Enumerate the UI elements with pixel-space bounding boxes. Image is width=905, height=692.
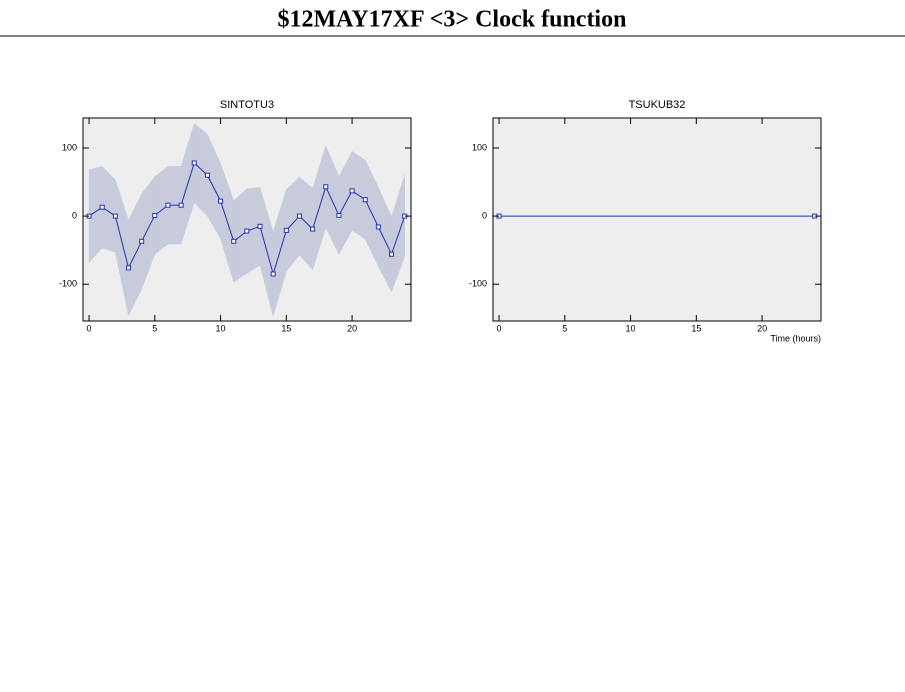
x-tick-label: 5	[562, 323, 567, 333]
point-marker	[283, 227, 289, 233]
point-marker	[165, 202, 171, 208]
x-tick-label: 5	[152, 323, 157, 333]
point-marker	[349, 188, 355, 194]
point-marker	[152, 212, 158, 218]
x-tick-label: 0	[87, 323, 92, 333]
point-marker	[191, 160, 197, 166]
point-marker	[362, 197, 368, 203]
point-marker	[178, 202, 184, 208]
point-marker	[244, 228, 250, 234]
point-marker	[126, 265, 132, 271]
point-marker	[257, 223, 263, 229]
y-tick-label: -100	[59, 279, 77, 289]
point-marker	[231, 238, 237, 244]
error-band	[286, 176, 300, 272]
y-tick-label: 100	[472, 142, 487, 152]
point-marker	[270, 271, 276, 277]
subplot-title: TSUKUB32	[629, 99, 686, 111]
x-tick-label: 15	[281, 323, 291, 333]
point-marker	[112, 213, 118, 219]
error-band	[299, 176, 313, 271]
point-marker	[218, 198, 224, 204]
x-tick-label: 20	[757, 323, 767, 333]
x-axis-label: Time (hours)	[770, 333, 821, 343]
page-title: $12MAY17XF <3> Clock function	[278, 7, 627, 33]
y-tick-label: 0	[482, 210, 487, 220]
x-tick-label: 20	[347, 323, 357, 333]
x-tick-label: 0	[497, 323, 502, 333]
x-tick-label: 10	[626, 323, 636, 333]
point-marker	[139, 238, 145, 244]
point-marker	[375, 224, 381, 230]
y-tick-label: 0	[72, 210, 77, 220]
y-tick-label: -100	[469, 279, 487, 289]
plot-area	[493, 118, 821, 321]
point-marker	[99, 204, 105, 210]
error-band	[233, 188, 248, 283]
x-tick-label: 10	[216, 323, 226, 333]
subplot-title: SINTOTU3	[220, 99, 274, 111]
point-marker	[323, 184, 329, 190]
point-marker	[296, 213, 302, 219]
point-marker	[389, 251, 395, 257]
plot-frame	[492, 117, 822, 322]
point-marker	[204, 172, 210, 178]
point-marker	[336, 212, 342, 218]
point-marker	[310, 226, 316, 232]
y-tick-label: 100	[62, 142, 77, 152]
x-tick-label: 15	[691, 323, 701, 333]
error-band	[391, 175, 405, 292]
plot-frame	[82, 117, 412, 322]
